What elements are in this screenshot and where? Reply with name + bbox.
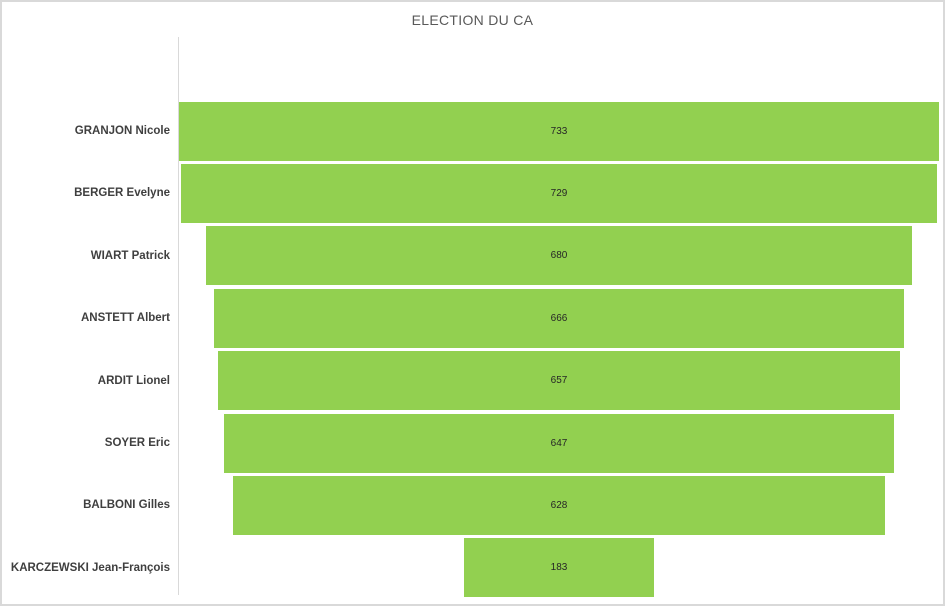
funnel-bar: 647	[223, 413, 895, 473]
funnel-bar: 666	[213, 288, 905, 348]
funnel-bar: 733	[179, 101, 939, 161]
category-label: SOYER Eric	[104, 437, 170, 449]
funnel-bar: 680	[206, 226, 912, 286]
bar-value-label: 729	[550, 187, 568, 199]
bar-value-label: 628	[550, 499, 568, 511]
vertical-axis-line	[178, 37, 179, 595]
category-label: BALBONI Gilles	[83, 499, 170, 512]
bar-value-label: 183	[550, 562, 568, 574]
chart-title: ELECTION DU CA	[411, 12, 534, 28]
category-label: BERGER Evelyne	[74, 187, 170, 200]
category-label: ARDIT Lionel	[97, 374, 170, 387]
bar-value-label: 647	[550, 437, 568, 449]
bar-value-label: 733	[550, 125, 568, 137]
bar-value-label: 657	[550, 375, 568, 387]
category-label: KARCZEWSKI Jean-François	[10, 561, 170, 574]
funnel-bar: 183	[464, 538, 654, 598]
category-label: GRANJON Nicole	[74, 125, 170, 137]
funnel-bar: 729	[181, 163, 937, 223]
category-label: WIART Patrick	[90, 249, 170, 262]
funnel-bar: 657	[218, 351, 900, 411]
bar-value-label: 666	[550, 312, 568, 324]
funnel-bar: 628	[233, 475, 885, 535]
bar-value-label: 680	[550, 250, 568, 262]
category-label: ANSTETT Albert	[80, 312, 170, 325]
